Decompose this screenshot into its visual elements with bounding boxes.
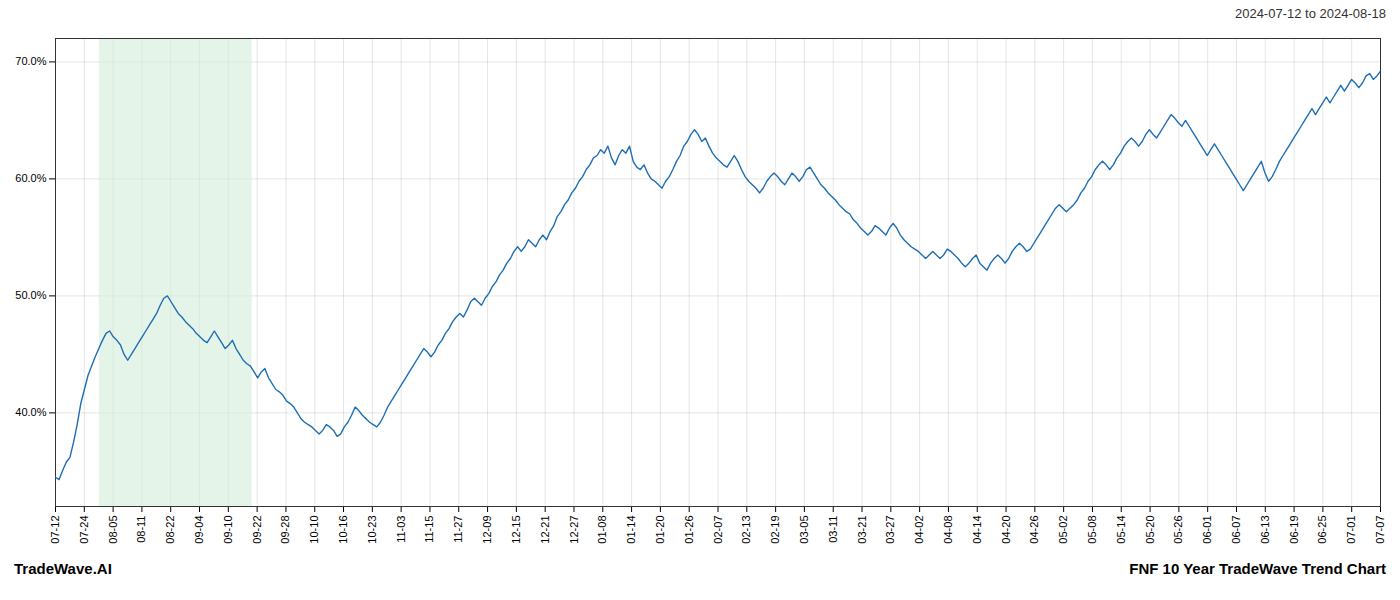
svg-text:06-13: 06-13 xyxy=(1259,516,1271,544)
svg-text:07-07: 07-07 xyxy=(1374,516,1386,544)
svg-text:01-14: 01-14 xyxy=(625,516,637,544)
svg-text:10-23: 10-23 xyxy=(366,516,378,544)
html-text:2024-07-12 to 2024-08-18: 2024-07-12 to 2024-08-18 xyxy=(1234,6,1386,21)
svg-text:11-03: 11-03 xyxy=(395,516,407,543)
svg-text:03-27: 03-27 xyxy=(884,516,896,544)
html-text:TradeWave.AI: TradeWave.AI xyxy=(14,560,112,577)
svg-text:60.0%: 60.0% xyxy=(15,172,46,184)
svg-text:09-28: 09-28 xyxy=(279,516,291,544)
svg-text:05-02: 05-02 xyxy=(1057,516,1069,544)
svg-text:50.0%: 50.0% xyxy=(15,289,46,301)
svg-text:70.0%: 70.0% xyxy=(15,55,46,67)
svg-text:12-27: 12-27 xyxy=(567,516,579,544)
svg-text:40.0%: 40.0% xyxy=(15,406,46,418)
svg-text:07-24: 07-24 xyxy=(78,516,90,544)
svg-text:01-26: 01-26 xyxy=(683,516,695,544)
svg-text:10-16: 10-16 xyxy=(337,516,349,544)
svg-text:07-12: 07-12 xyxy=(49,516,61,544)
svg-text:08-22: 08-22 xyxy=(164,516,176,544)
svg-text:04-08: 04-08 xyxy=(942,516,954,544)
svg-text:02-07: 02-07 xyxy=(712,516,724,544)
svg-text:05-08: 05-08 xyxy=(1086,516,1098,544)
svg-text:09-04: 09-04 xyxy=(193,516,205,544)
svg-text:06-07: 06-07 xyxy=(1230,516,1242,544)
svg-text:05-20: 05-20 xyxy=(1144,516,1156,544)
svg-text:04-26: 04-26 xyxy=(1028,516,1040,544)
svg-text:06-19: 06-19 xyxy=(1288,516,1300,544)
svg-text:11-27: 11-27 xyxy=(452,516,464,543)
html-text:FNF 10 Year TradeWave Trend Ch: FNF 10 Year TradeWave Trend Chart xyxy=(1129,560,1386,577)
svg-text:01-08: 01-08 xyxy=(596,516,608,544)
svg-text:10-10: 10-10 xyxy=(308,516,320,544)
svg-text:12-15: 12-15 xyxy=(510,516,522,544)
svg-text:05-26: 05-26 xyxy=(1172,516,1184,544)
svg-text:03-11: 03-11 xyxy=(827,516,839,543)
svg-text:03-05: 03-05 xyxy=(798,516,810,544)
svg-text:01-20: 01-20 xyxy=(654,516,666,544)
svg-text:05-14: 05-14 xyxy=(1115,516,1127,544)
svg-text:09-10: 09-10 xyxy=(222,516,234,544)
svg-text:02-19: 02-19 xyxy=(769,516,781,544)
svg-text:06-01: 06-01 xyxy=(1201,516,1213,544)
svg-text:06-25: 06-25 xyxy=(1316,516,1328,544)
svg-text:04-02: 04-02 xyxy=(913,516,925,544)
svg-text:04-20: 04-20 xyxy=(1000,516,1012,544)
svg-text:09-22: 09-22 xyxy=(251,516,263,544)
svg-text:08-11: 08-11 xyxy=(135,516,147,543)
svg-text:12-09: 12-09 xyxy=(481,516,493,544)
svg-text:03-21: 03-21 xyxy=(856,516,868,544)
svg-text:02-13: 02-13 xyxy=(740,516,752,544)
svg-text:07-01: 07-01 xyxy=(1345,516,1357,544)
svg-text:11-15: 11-15 xyxy=(423,516,435,543)
svg-text:08-05: 08-05 xyxy=(107,516,119,544)
svg-text:04-14: 04-14 xyxy=(971,516,983,544)
svg-text:12-21: 12-21 xyxy=(539,516,551,544)
